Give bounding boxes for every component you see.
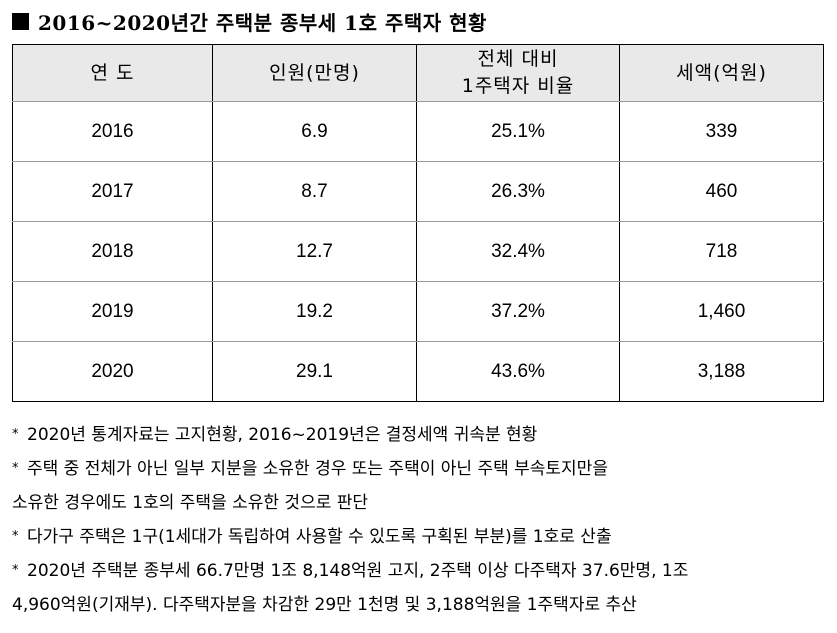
cell-ratio: 26.3% xyxy=(416,161,620,222)
cell-tax: 718 xyxy=(619,221,824,282)
footnote-text: 2020년 주택분 종부세 66.7만명 1조 8,148억원 고지, 2주택 … xyxy=(27,561,689,581)
cell-people: 6.9 xyxy=(212,101,417,162)
footnote-1: * 2020년 통계자료는 고지현황, 2016~2019년은 결정세액 귀속분… xyxy=(12,418,827,452)
footnote-4-continued: 4,960억원(기재부). 다주택자분을 차감한 29만 1천명 및 3,188… xyxy=(12,588,827,622)
cell-year: 2017 xyxy=(12,161,213,222)
cell-year: 2018 xyxy=(12,221,213,282)
header-ratio-line1: 전체 대비 xyxy=(477,48,559,70)
cell-ratio: 43.6% xyxy=(416,341,620,402)
cell-ratio: 32.4% xyxy=(416,221,620,282)
cell-ratio: 25.1% xyxy=(416,101,620,162)
cell-people: 29.1 xyxy=(212,341,417,402)
footnote-text: 4,960억원(기재부). 다주택자분을 차감한 29만 1천명 및 3,188… xyxy=(12,595,637,615)
stats-table: 연 도 인원(만명) 전체 대비 1주택자 비율 세액(억원) 2016 6.9… xyxy=(12,44,824,402)
header-tax: 세액(억원) xyxy=(619,44,824,102)
table-row: 2016 6.9 25.1% 339 xyxy=(12,101,824,162)
cell-year: 2016 xyxy=(12,101,213,162)
footnote-2-continued: 소유한 경우에도 1호의 주택을 소유한 것으로 판단 xyxy=(12,486,827,520)
footnote-text: 주택 중 전체가 아닌 일부 지분을 소유한 경우 또는 주택이 아닌 주택 부… xyxy=(27,459,608,479)
footnote-asterisk: * xyxy=(12,529,19,544)
document-title: 2016~2020년간 주택분 종부세 1호 주택자 현황 xyxy=(12,6,487,36)
cell-tax: 460 xyxy=(619,161,824,222)
footnote-asterisk: * xyxy=(12,461,19,476)
header-ratio-line2: 1주택자 비율 xyxy=(461,75,575,97)
footnote-text: 다가구 주택은 1구(1세대가 독립하여 사용할 수 있도록 구획된 부분)를 … xyxy=(27,527,612,547)
cell-people: 12.7 xyxy=(212,221,417,282)
cell-people: 19.2 xyxy=(212,281,417,342)
black-square-icon xyxy=(12,12,29,30)
cell-tax: 339 xyxy=(619,101,824,162)
footnote-text: 2020년 통계자료는 고지현황, 2016~2019년은 결정세액 귀속분 현… xyxy=(27,425,538,445)
footnote-2: * 주택 중 전체가 아닌 일부 지분을 소유한 경우 또는 주택이 아닌 주택… xyxy=(12,452,827,486)
cell-ratio: 37.2% xyxy=(416,281,620,342)
cell-year: 2020 xyxy=(12,341,213,402)
table-header-row: 연 도 인원(만명) 전체 대비 1주택자 비율 세액(억원) xyxy=(12,44,824,102)
table-row: 2017 8.7 26.3% 460 xyxy=(12,161,824,222)
header-ratio: 전체 대비 1주택자 비율 xyxy=(416,44,620,102)
header-year: 연 도 xyxy=(12,44,213,102)
header-people: 인원(만명) xyxy=(212,44,417,102)
footnote-4: * 2020년 주택분 종부세 66.7만명 1조 8,148억원 고지, 2주… xyxy=(12,554,827,588)
table-row: 2018 12.7 32.4% 718 xyxy=(12,221,824,282)
footnote-asterisk: * xyxy=(12,427,19,442)
footnote-asterisk: * xyxy=(12,563,19,578)
title-text: 2016~2020년간 주택분 종부세 1호 주택자 현황 xyxy=(38,10,487,35)
cell-people: 8.7 xyxy=(212,161,417,222)
cell-year: 2019 xyxy=(12,281,213,342)
footnote-text: 소유한 경우에도 1호의 주택을 소유한 것으로 판단 xyxy=(12,493,369,513)
table-row: 2020 29.1 43.6% 3,188 xyxy=(12,341,824,402)
table-row: 2019 19.2 37.2% 1,460 xyxy=(12,281,824,342)
footnote-3: * 다가구 주택은 1구(1세대가 독립하여 사용할 수 있도록 구획된 부분)… xyxy=(12,520,827,554)
cell-tax: 1,460 xyxy=(619,281,824,342)
cell-tax: 3,188 xyxy=(619,341,824,402)
footnotes: * 2020년 통계자료는 고지현황, 2016~2019년은 결정세액 귀속분… xyxy=(12,418,827,622)
